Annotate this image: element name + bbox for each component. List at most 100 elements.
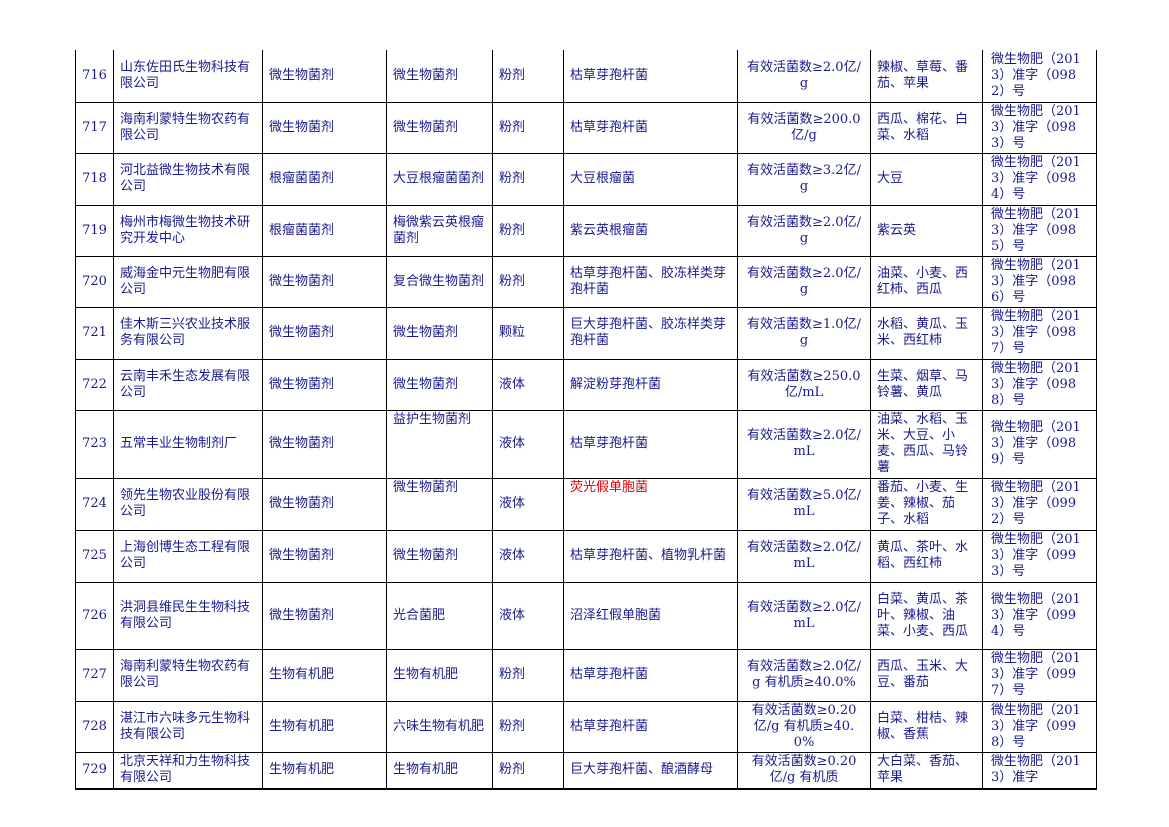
table-cell: 微生物肥（2013）准字（0983）号: [982, 101, 1097, 154]
table-cell: 枯草芽孢杆菌: [563, 409, 738, 479]
table-cell: 根瘤菌菌剂: [262, 204, 387, 257]
table-cell: 粉剂: [492, 255, 564, 308]
table-cell: 有效活菌数≥2.0亿/mL: [737, 581, 871, 650]
table-cell: 大豆根瘤菌: [563, 152, 738, 206]
table-cell: 粉剂: [492, 204, 564, 257]
table-cell: 紫云英根瘤菌: [563, 204, 738, 257]
table-cell: 枯草芽孢杆菌: [563, 648, 738, 702]
table-cell: 微生物菌剂: [262, 358, 387, 411]
table-cell: 微生物菌剂: [262, 409, 387, 479]
table-cell: 有效活菌数≥5.0亿/mL: [737, 477, 871, 531]
table-cell: 719: [75, 204, 114, 257]
table-cell: 巨大芽孢杆菌、酿酒酵母: [563, 751, 738, 790]
table-cell: 727: [75, 648, 114, 702]
table-cell: 生物有机肥: [386, 648, 493, 702]
table-cell: 河北益微生物技术有限公司: [113, 152, 263, 206]
table-row: 723 五常丰业生物制剂厂 微生物菌剂 益护生物菌剂 液体 枯草芽孢杆菌 有效活菌数≥2.0…: [75, 409, 1097, 479]
table-cell: 梅州市梅微生物技术研究开发中心: [113, 204, 263, 257]
table-cell: 湛江市六味多元生物科技有限公司: [113, 700, 263, 753]
table-cell: 微生物菌剂: [262, 581, 387, 650]
table-cell: 微生物肥（2013）准字: [982, 751, 1097, 790]
table-cell: 微生物肥（2013）准字（0994）号: [982, 581, 1097, 650]
table-cell: 黄瓜、茶叶、水稻、西红柿: [870, 529, 983, 583]
table-cell: 微生物菌剂: [386, 306, 493, 360]
table-cell: 海南利蒙特生物农药有限公司: [113, 101, 263, 154]
table-cell: 西瓜、玉米、大豆、番茄: [870, 648, 983, 702]
table-cell: 油菜、水稻、玉米、大豆、小麦、西瓜、马铃薯: [870, 409, 983, 479]
table-cell: 微生物肥（2013）准字（0998）号: [982, 700, 1097, 753]
table-cell: 微生物肥（2013）准字（0989）号: [982, 409, 1097, 479]
table-cell: 729: [75, 751, 114, 790]
table-cell: 微生物肥（2013）准字（0997）号: [982, 648, 1097, 702]
table-cell: 梅微紫云英根瘤菌剂: [386, 204, 493, 257]
table-cell: 沼泽红假单胞菌: [563, 581, 738, 650]
table-cell: 728: [75, 700, 114, 753]
table-cell: 生物有机肥: [262, 751, 387, 790]
table-cell: 720: [75, 255, 114, 308]
table-row: 724 领先生物农业股份有限公司 微生物菌剂 微生物菌剂 液体 荧光假单胞菌 有效活菌数≥5…: [75, 477, 1097, 531]
table-cell: 微生物菌剂: [386, 101, 493, 154]
table-cell: 粉剂: [492, 648, 564, 702]
table-cell: 微生物肥（2013）准字（0985）号: [982, 204, 1097, 257]
table-cell: 粉剂: [492, 751, 564, 790]
table-cell: 微生物肥（2013）准字（0993）号: [982, 529, 1097, 583]
table-row: 729 北京天祥和力生物科技有限公司 生物有机肥 生物有机肥 粉剂 巨大芽孢杆菌、酿酒酵母…: [75, 751, 1097, 790]
table-cell: 微生物肥（2013）准字（0992）号: [982, 477, 1097, 531]
table-row: 720 威海金中元生物肥有限公司 微生物菌剂 复合微生物菌剂 粉剂 枯草芽孢杆菌、胶冻样类…: [75, 255, 1097, 308]
table-cell: 枯草芽孢杆菌: [563, 50, 738, 103]
table-cell: 微生物菌剂: [386, 529, 493, 583]
table-cell: 五常丰业生物制剂厂: [113, 409, 263, 479]
table-cell: 微生物菌剂: [262, 306, 387, 360]
table-cell: 复合微生物菌剂: [386, 255, 493, 308]
table-cell: 水稻、黄瓜、玉米、西红柿: [870, 306, 983, 360]
table-cell: 有效活菌数≥2.0亿/g: [737, 255, 871, 308]
table-row: 716 山东佐田氏生物科技有限公司 微生物菌剂 微生物菌剂 粉剂 枯草芽孢杆菌 有效活菌数≥…: [75, 50, 1097, 103]
table-cell: 微生物肥（2013）准字（0987）号: [982, 306, 1097, 360]
table-cell: 有效活菌数≥2.0亿/g: [737, 204, 871, 257]
table-cell: 液体: [492, 581, 564, 650]
table-cell: 723: [75, 409, 114, 479]
table-row: 726 洪洞县维民生生物科技有限公司 微生物菌剂 光合菌肥 液体 沼泽红假单胞菌 有效活菌数…: [75, 581, 1097, 650]
table-cell: 717: [75, 101, 114, 154]
table-cell: 大白菜、香茄、苹果: [870, 751, 983, 790]
table-row: 721 佳木斯三兴农业技术服务有限公司 微生物菌剂 微生物菌剂 颗粒 巨大芽孢杆菌、胶冻样…: [75, 306, 1097, 360]
table-cell: 西瓜、棉花、白菜、水稻: [870, 101, 983, 154]
table-cell: 巨大芽孢杆菌、胶冻样类芽孢杆菌: [563, 306, 738, 360]
table-cell: 有效活菌数≥2.0亿/mL: [737, 529, 871, 583]
table-cell: 枯草芽孢杆菌: [563, 101, 738, 154]
table-cell: 微生物菌剂: [262, 101, 387, 154]
table-cell: 液体: [492, 477, 564, 531]
table-cell: 716: [75, 50, 114, 103]
table-cell: 725: [75, 529, 114, 583]
table-cell: 微生物菌剂: [386, 50, 493, 103]
table-cell: 微生物菌剂: [262, 255, 387, 308]
table-cell: 枯草芽孢杆菌、植物乳杆菌: [563, 529, 738, 583]
table-row: 717 海南利蒙特生物农药有限公司 微生物菌剂 微生物菌剂 粉剂 枯草芽孢杆菌 有效活菌数≥…: [75, 101, 1097, 154]
table-cell: 有效活菌数≥250.0亿/mL: [737, 358, 871, 411]
table-row: 728 湛江市六味多元生物科技有限公司 生物有机肥 六味生物有机肥 粉剂 枯草芽孢杆菌 有效…: [75, 700, 1097, 753]
table-cell: 云南丰禾生态发展有限公司: [113, 358, 263, 411]
table-cell: 枯草芽孢杆菌: [563, 700, 738, 753]
table-cell: 六味生物有机肥: [386, 700, 493, 753]
table-cell: 益护生物菌剂: [386, 409, 493, 479]
table-cell: 微生物肥（2013）准字（0984）号: [982, 152, 1097, 206]
table-cell: 726: [75, 581, 114, 650]
table-cell: 微生物菌剂: [386, 477, 493, 531]
table-cell: 微生物菌剂: [262, 50, 387, 103]
table-row: 727 海南利蒙特生物农药有限公司 生物有机肥 生物有机肥 粉剂 枯草芽孢杆菌 有效活菌数≥…: [75, 648, 1097, 702]
table-cell: 有效活菌数≥2.0亿/g 有机质≥40.0%: [737, 648, 871, 702]
table-cell: 生物有机肥: [386, 751, 493, 790]
table-cell: 北京天祥和力生物科技有限公司: [113, 751, 263, 790]
table-cell: 生物有机肥: [262, 700, 387, 753]
table-cell: 山东佐田氏生物科技有限公司: [113, 50, 263, 103]
table-cell: 白菜、黄瓜、茶叶、辣椒、油菜、小麦、西瓜: [870, 581, 983, 650]
table-cell: 微生物菌剂: [262, 477, 387, 531]
table-cell: 颗粒: [492, 306, 564, 360]
product-table: 716 山东佐田氏生物科技有限公司 微生物菌剂 微生物菌剂 粉剂 枯草芽孢杆菌 有效活菌数≥…: [75, 50, 1097, 790]
table-cell: 海南利蒙特生物农药有限公司: [113, 648, 263, 702]
table-cell: 紫云英: [870, 204, 983, 257]
table-cell: 微生物肥（2013）准字（0986）号: [982, 255, 1097, 308]
table-cell: 粉剂: [492, 152, 564, 206]
table-cell: 领先生物农业股份有限公司: [113, 477, 263, 531]
table-cell: 大豆: [870, 152, 983, 206]
